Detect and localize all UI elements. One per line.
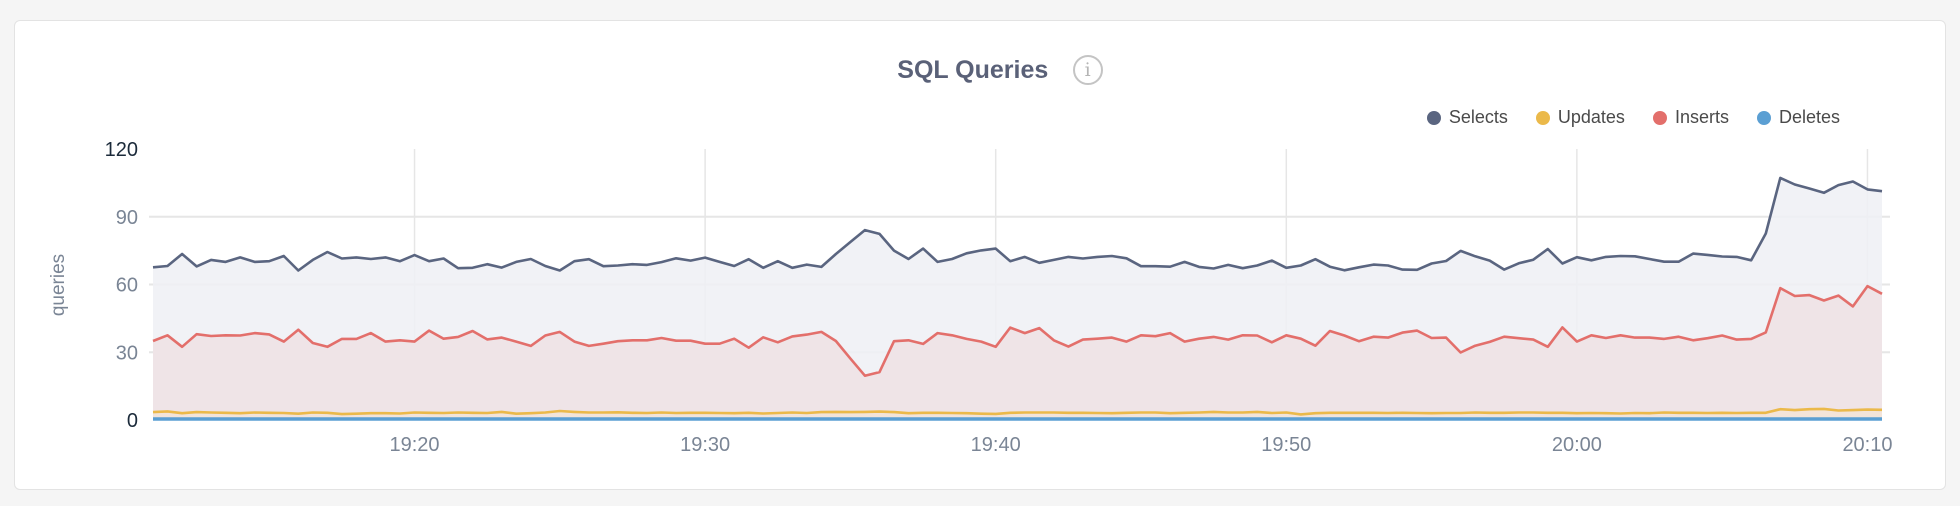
legend-dot-updates — [1535, 110, 1550, 125]
legend-item-inserts[interactable]: Inserts — [1652, 107, 1729, 128]
legend-item-updates[interactable]: Updates — [1535, 107, 1625, 128]
x-tick-label: 19:30 — [680, 434, 730, 456]
area-inserts — [153, 286, 1882, 420]
area-updates — [153, 408, 1882, 420]
x-tick-label: 19:40 — [971, 434, 1021, 456]
axes: 0 30 60 90 120 19:20 19:30 19:40 19:50 20:00 20:10 — [105, 139, 1893, 456]
x-tick-label: 19:20 — [389, 434, 439, 456]
series-fills — [153, 177, 1882, 420]
y-tick-label: 120 — [105, 139, 138, 161]
y-tick-label: 60 — [116, 275, 138, 297]
series-lines — [152, 176, 1883, 421]
line-inserts — [152, 284, 1883, 377]
line-selects — [152, 176, 1883, 272]
legend-dot-selects — [1426, 110, 1441, 125]
chart-title: SQL Queries — [897, 55, 1049, 84]
y-tick-label: 30 — [116, 342, 138, 364]
legend-label: Updates — [1557, 107, 1625, 127]
x-tick-label: 19:50 — [1261, 434, 1311, 456]
y-tick-label: 0 — [127, 410, 138, 432]
legend-dot-inserts — [1652, 110, 1667, 125]
y-axis-label: queries — [48, 254, 69, 316]
x-tick-label: 20:00 — [1552, 434, 1602, 456]
line-updates — [152, 407, 1883, 416]
legend-label: Deletes — [1778, 107, 1840, 127]
legend-label: Selects — [1448, 107, 1508, 127]
info-icon[interactable]: i — [1072, 55, 1103, 85]
legend-label: Inserts — [1674, 107, 1729, 127]
chart-header: SQL Queries i — [0, 55, 1960, 85]
legend-dot-deletes — [1756, 110, 1771, 125]
legend: Selects Updates Inserts Deletes — [1426, 107, 1840, 128]
legend-item-selects[interactable]: Selects — [1426, 107, 1508, 128]
legend-item-deletes[interactable]: Deletes — [1756, 107, 1840, 128]
x-tick-label: 20:10 — [1842, 434, 1892, 456]
y-tick-label: 90 — [116, 207, 138, 229]
